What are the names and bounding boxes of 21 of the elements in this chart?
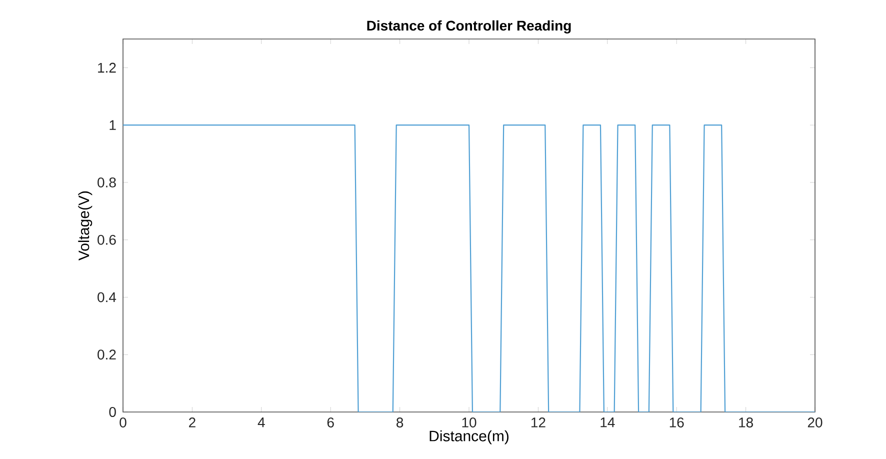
x-tick-label: 0 (120, 418, 126, 428)
y-tick-label: 0.4 (98, 292, 116, 302)
y-tick-label: 0.2 (98, 350, 116, 360)
x-axis-title: Distance(m) (430, 430, 508, 444)
y-tick-label: 0.8 (98, 177, 116, 188)
x-tick-label: 16 (670, 418, 684, 428)
chart-title: Distance of Controller Reading (367, 20, 571, 34)
x-tick-label: 12 (531, 418, 546, 428)
x-tick-label: 18 (739, 418, 753, 428)
y-tick-label: 0 (109, 407, 116, 417)
y-axis-title: Voltage(V) (78, 191, 92, 260)
y-tick-label: 1 (110, 120, 116, 130)
x-tick-label: 14 (600, 418, 615, 428)
y-tick-label: 0.6 (98, 234, 116, 245)
x-tick-label: 8 (396, 418, 404, 428)
x-tick-label: 10 (462, 418, 476, 428)
x-tick-label: 6 (327, 418, 334, 428)
y-tick-label: 1.2 (98, 62, 116, 73)
x-tick-label: 2 (189, 418, 196, 428)
x-tick-label: 4 (258, 418, 265, 428)
x-tick-label: 20 (808, 418, 822, 428)
